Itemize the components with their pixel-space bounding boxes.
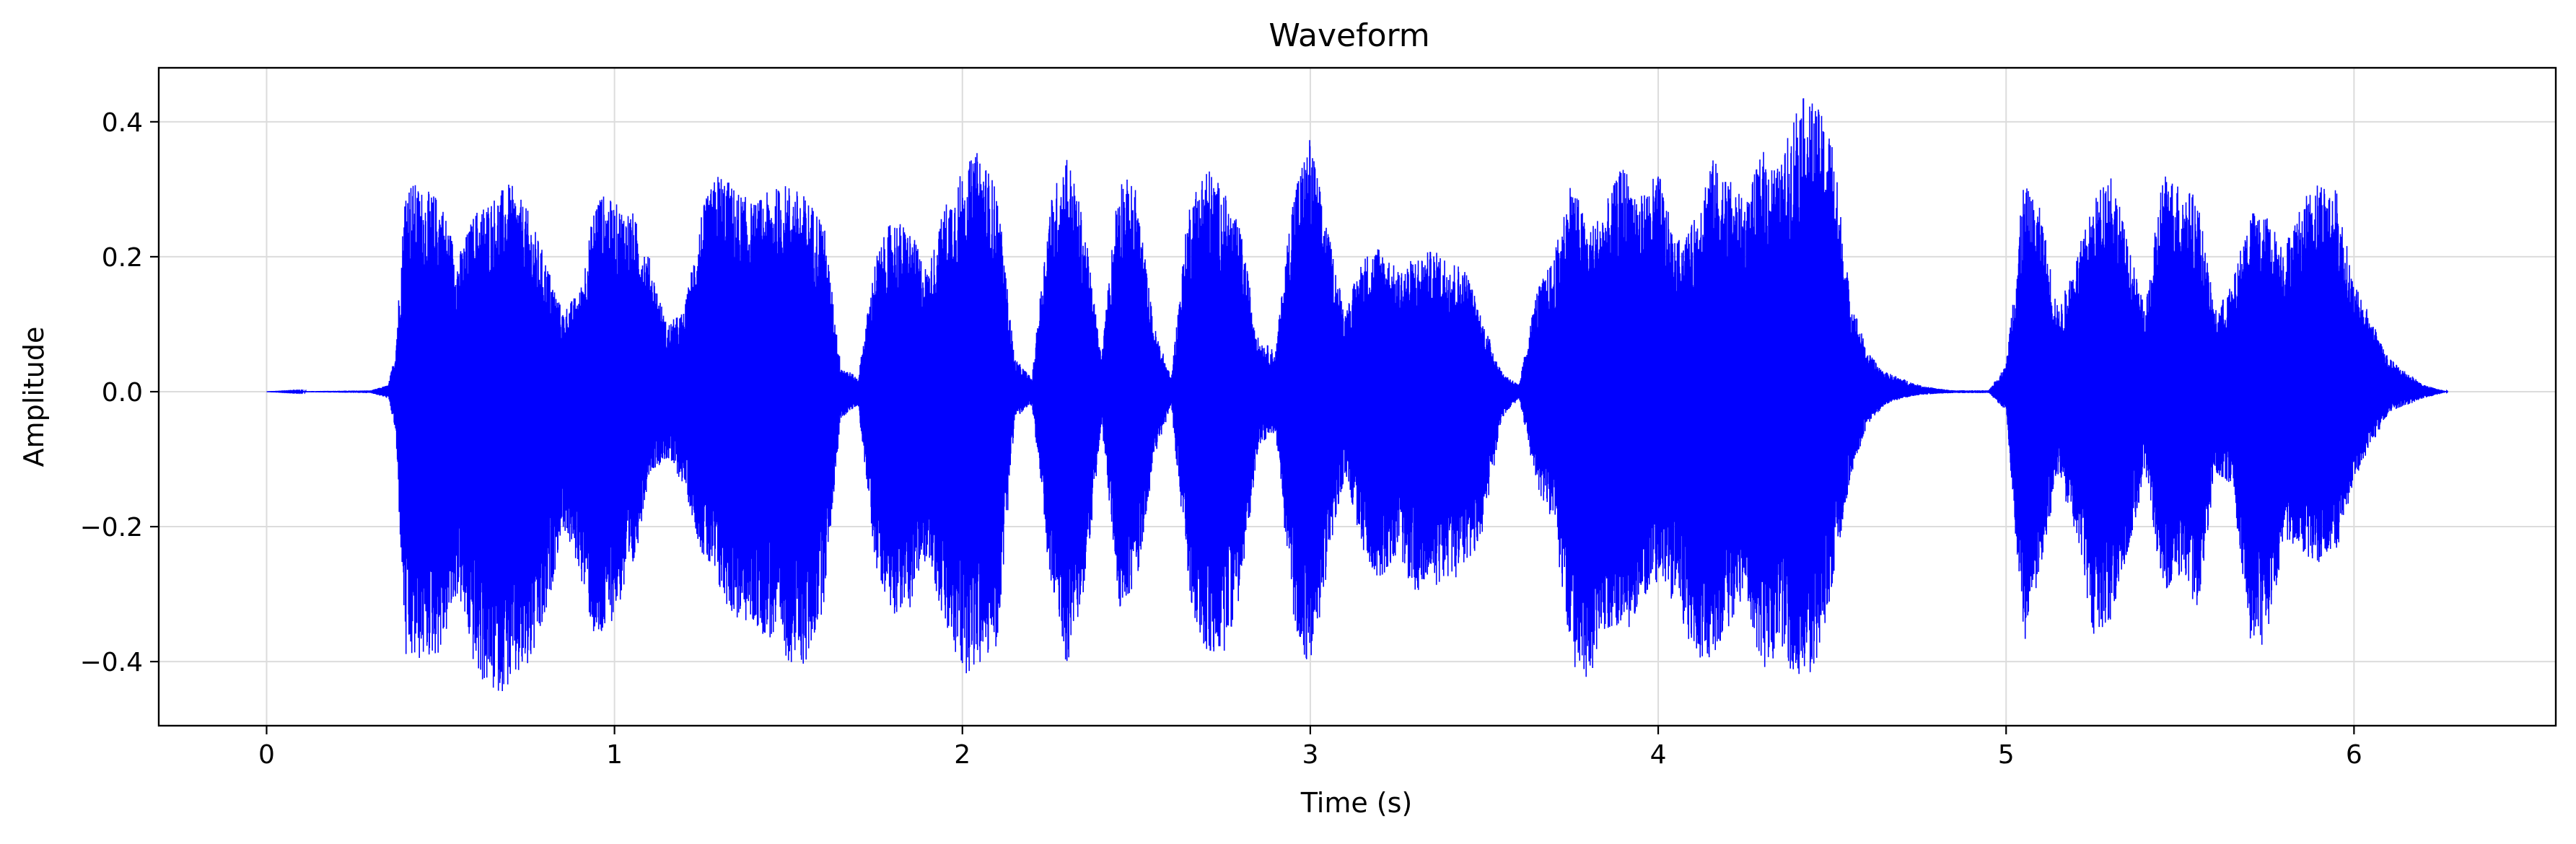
x-tick-label: 4	[1650, 740, 1667, 770]
x-axis-label: Time (s)	[1300, 787, 1413, 819]
y-tick-label: 0.4	[102, 108, 143, 138]
x-tick-label: 6	[2346, 740, 2362, 770]
x-tick-label: 0	[258, 740, 275, 770]
x-tick-label: 1	[606, 740, 623, 770]
y-axis-label: Amplitude	[18, 327, 50, 467]
y-tick-label: −0.2	[80, 513, 143, 542]
y-tick-label: 0.2	[102, 243, 143, 273]
chart-title: Waveform	[1269, 17, 1429, 54]
x-tick-label: 5	[1998, 740, 2015, 770]
y-tick-label: 0.0	[102, 378, 143, 408]
x-tick-label: 2	[954, 740, 971, 770]
x-tick-label: 3	[1302, 740, 1318, 770]
y-tick-label: −0.4	[80, 648, 143, 677]
